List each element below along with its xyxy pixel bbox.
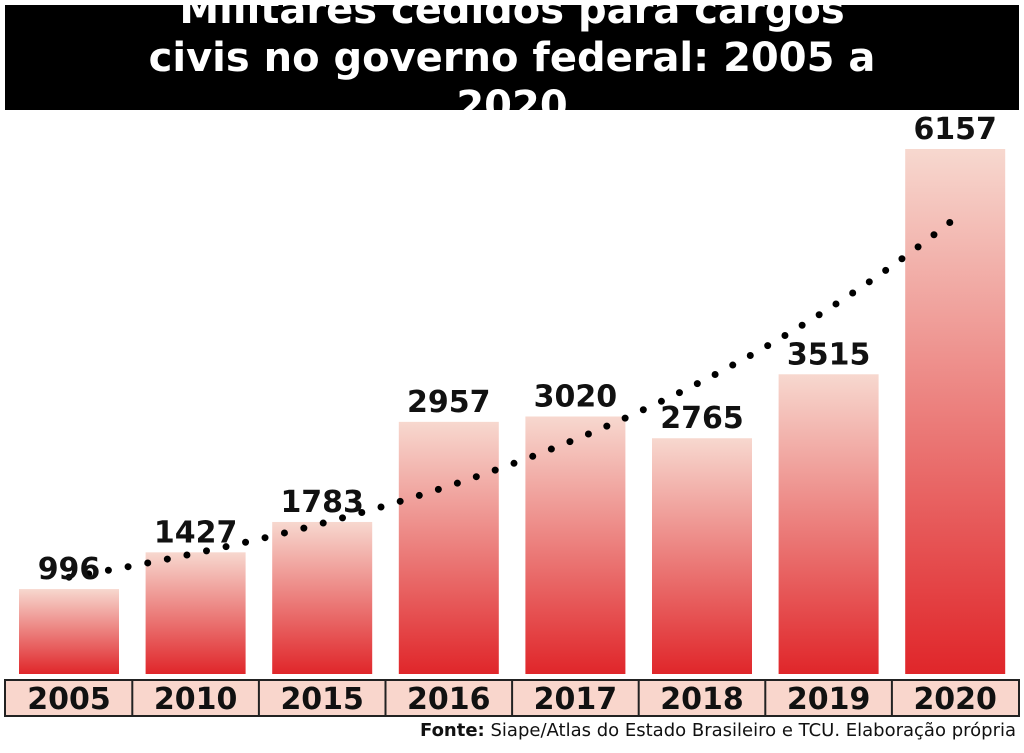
value-labels-layer: 996 1427 1783 2957 3020 2765 3515 6157 <box>38 112 997 587</box>
value-label-2018: 2765 <box>660 401 744 436</box>
trendline <box>65 214 959 581</box>
value-label-2020: 6157 <box>913 112 997 147</box>
year-axis: 2005 2010 2015 2016 2017 2018 2019 2020 <box>4 679 1020 717</box>
value-label-2010: 1427 <box>154 515 238 550</box>
bar-2016 <box>398 421 499 674</box>
year-label-2016: 2016 <box>407 682 491 717</box>
year-label-2020: 2020 <box>913 682 997 717</box>
bars-layer <box>19 149 1006 674</box>
trendline-layer <box>65 214 959 581</box>
year-label-2010: 2010 <box>154 682 238 717</box>
year-label-2017: 2017 <box>534 682 618 717</box>
source-note: Fonte: Siape/Atlas do Estado Brasileiro … <box>420 720 1016 741</box>
source-text: Siape/Atlas do Estado Brasileiro e TCU. … <box>490 720 1017 741</box>
chart-title: Militares cedidos para cargos civis no g… <box>148 0 876 129</box>
year-label-2015: 2015 <box>280 682 364 717</box>
value-label-2017: 3020 <box>534 379 618 414</box>
value-label-2016: 2957 <box>407 385 491 420</box>
bar-2017 <box>525 416 626 674</box>
value-label-2015: 1783 <box>280 485 364 520</box>
bar-2019 <box>778 374 879 674</box>
year-label-2005: 2005 <box>27 682 111 717</box>
bar-2005 <box>19 589 119 674</box>
bar-2018 <box>652 438 752 674</box>
year-label-2018: 2018 <box>660 682 744 717</box>
bar-2020 <box>905 149 1006 674</box>
bar-2010 <box>145 552 246 674</box>
year-label-2019: 2019 <box>787 682 871 717</box>
value-label-2005: 996 <box>38 552 101 587</box>
value-label-2019: 3515 <box>787 337 871 372</box>
title-bar: Militares cedidos para cargos civis no g… <box>5 0 1019 129</box>
source-label: Fonte: <box>420 720 485 741</box>
bar-2015 <box>272 521 373 674</box>
